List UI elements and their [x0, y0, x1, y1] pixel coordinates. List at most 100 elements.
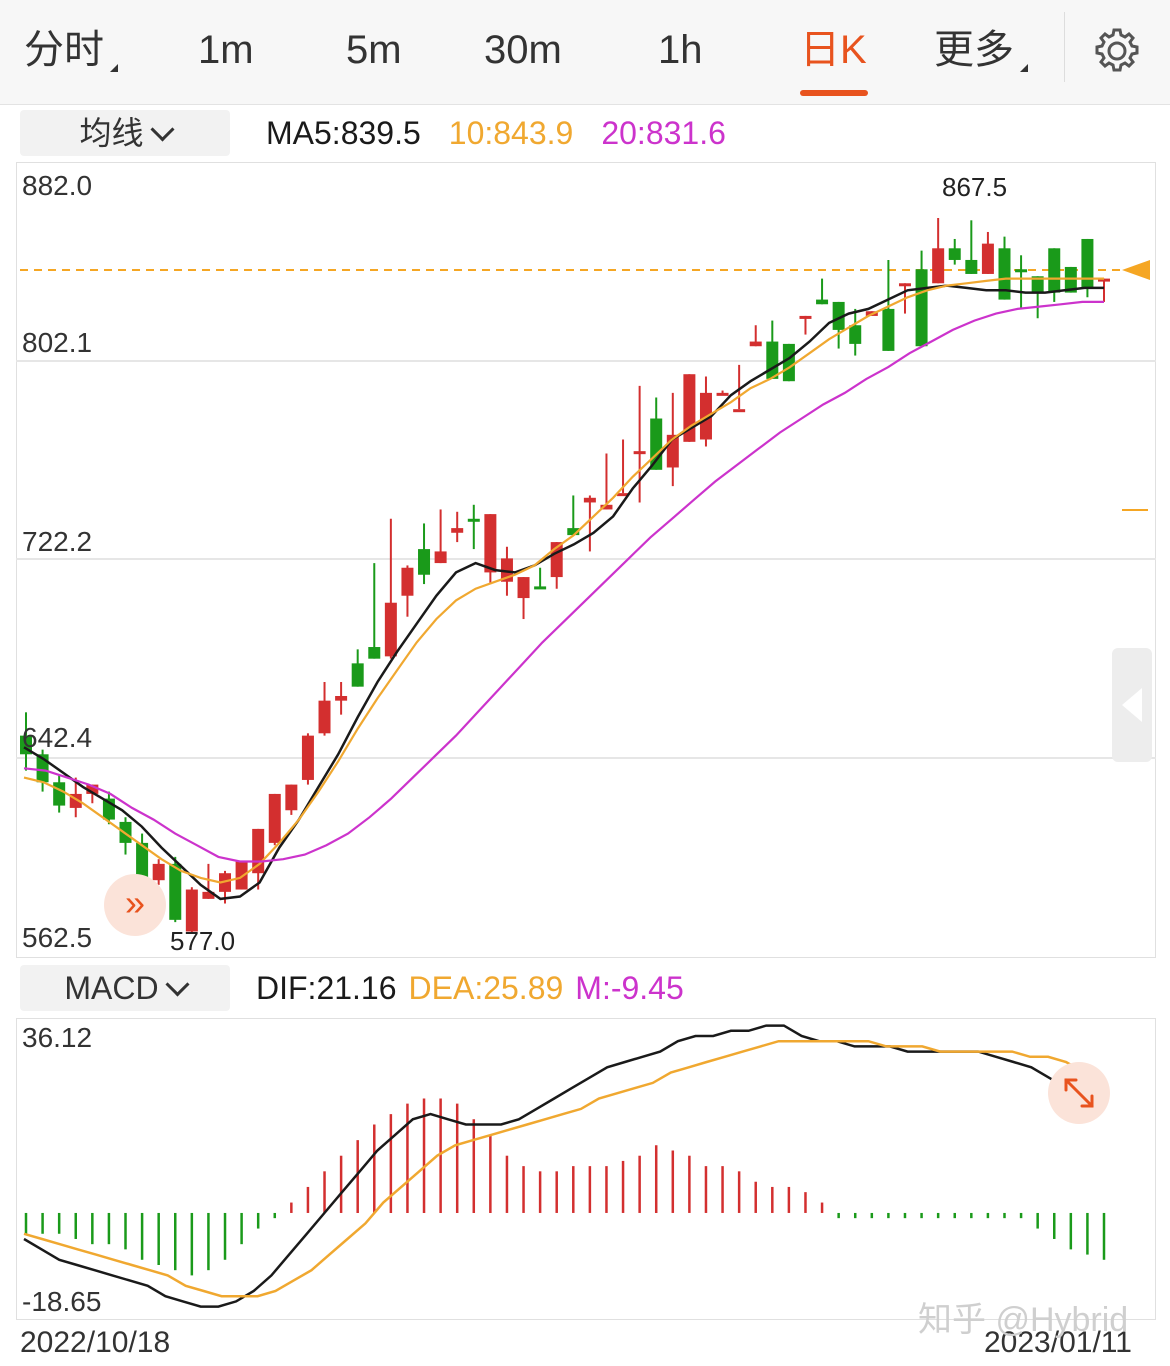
price-axis-label: 882.0: [22, 170, 93, 201]
ma-selector-label: 均线: [79, 115, 144, 151]
macd-m-value: M:-9.45: [575, 970, 684, 1006]
dropdown-caret-icon: [110, 64, 118, 72]
candle-body: [1015, 269, 1028, 273]
dropdown-caret-icon: [1020, 64, 1028, 72]
candle-body: [749, 341, 762, 347]
tab-timeshare[interactable]: 分时: [24, 22, 118, 78]
candle-body: [816, 299, 829, 305]
macd-axis-label: -18.65: [22, 1286, 102, 1317]
candle-body: [1064, 266, 1077, 293]
candle-body: [617, 493, 630, 497]
ma20-line: [23, 300, 1104, 863]
candle-body: [932, 248, 945, 284]
candle-body: [882, 308, 895, 351]
candle-body: [451, 528, 464, 533]
price-tick-mark: [1122, 509, 1148, 511]
dif-value: DIF:21.16: [256, 970, 397, 1006]
gear-icon[interactable]: [1092, 26, 1142, 76]
candle-body: [898, 283, 911, 287]
tab-daily-k[interactable]: 日K: [800, 28, 867, 72]
candle-body: [915, 269, 928, 347]
zoom-toggle-button[interactable]: [1048, 1062, 1110, 1124]
low-price-label: 577.0: [170, 926, 236, 956]
candle-body: [351, 663, 364, 687]
candle-body: [832, 301, 845, 330]
candle-body: [202, 891, 215, 899]
dif-line: [23, 1024, 1103, 1308]
high-price-label: 867.5: [942, 172, 1008, 202]
tab-30m[interactable]: 30m: [484, 28, 562, 72]
candle-body: [434, 551, 447, 564]
macd-panel[interactable]: [16, 1018, 1156, 1320]
candle-body: [799, 315, 812, 319]
resize-arrows-icon: [1064, 1078, 1094, 1108]
candle-body: [384, 602, 397, 657]
price-axis-label: 722.2: [22, 526, 93, 557]
macd-legend: DIF:21.16 DEA:25.89 M:-9.45: [256, 965, 712, 1011]
candle-body: [633, 451, 646, 455]
macd-axis-label: 36.12: [22, 1022, 93, 1053]
tab-more[interactable]: 更多: [934, 22, 1028, 78]
candle-body: [467, 518, 480, 522]
candle-body: [782, 343, 795, 382]
candle-body: [981, 243, 994, 274]
watermark: 知乎 @Hybrid: [918, 1301, 1129, 1339]
candle-body: [368, 647, 381, 659]
candle-body: [484, 514, 497, 573]
chevron-left-icon: [1122, 688, 1142, 722]
chevron-down-icon: [165, 972, 190, 997]
tab-5m[interactable]: 5m: [346, 28, 402, 72]
ma5-line: [23, 284, 1104, 901]
candle-body: [998, 248, 1011, 300]
candle-body: [517, 577, 530, 599]
price-axis-label: 802.1: [22, 327, 93, 358]
candle-body: [965, 259, 978, 274]
candle-body: [1098, 278, 1110, 282]
ma-indicator-selector[interactable]: 均线: [20, 110, 230, 156]
candle-body: [716, 392, 729, 396]
candle-body: [733, 409, 746, 413]
timeframe-tab-bar: 分时 1m 5m 30m 1h 日K 更多: [0, 0, 1170, 105]
candle-body: [301, 735, 314, 780]
candle-body: [335, 695, 348, 701]
candle-body: [86, 784, 99, 794]
price-axis-label: 562.5: [22, 922, 93, 953]
tab-1h[interactable]: 1h: [658, 28, 703, 72]
candle-body: [53, 782, 66, 806]
candle-body: [600, 504, 613, 510]
tab-timeshare-label: 分时: [24, 28, 104, 72]
expand-history-button[interactable]: »: [104, 874, 166, 936]
candle-body: [185, 889, 198, 932]
ma5-value: MA5:839.5: [266, 115, 421, 151]
divider: [1064, 12, 1065, 82]
candle-body: [318, 700, 331, 734]
side-panel-toggle[interactable]: [1112, 648, 1152, 762]
candle-body: [169, 863, 182, 920]
candle-body: [268, 793, 281, 843]
macd-selector-label: MACD: [64, 970, 159, 1006]
tab-1m[interactable]: 1m: [198, 28, 254, 72]
candle-body: [1081, 238, 1094, 288]
candle-body: [152, 863, 165, 881]
candle-body: [849, 325, 862, 344]
candle-body: [1048, 248, 1061, 293]
dea-value: DEA:25.89: [408, 970, 564, 1006]
candle-body: [948, 248, 961, 260]
end-date-label: 2023/01/11: [984, 1326, 1132, 1359]
candle-body: [1031, 276, 1044, 293]
candle-body: [567, 528, 580, 536]
ma10-value: 10:843.9: [448, 115, 574, 151]
active-tab-indicator: [800, 90, 868, 96]
candle-body: [583, 497, 596, 503]
current-price-marker-icon: [1122, 260, 1150, 280]
ma20-value: 20:831.6: [601, 115, 726, 151]
candle-body: [401, 567, 414, 596]
ma10-line: [23, 277, 1104, 884]
candle-body: [418, 549, 431, 575]
macd-indicator-selector[interactable]: MACD: [20, 965, 230, 1011]
candle-body: [285, 784, 298, 811]
price-axis-label: 642.4: [22, 722, 93, 753]
candle-body: [766, 341, 779, 379]
dea-line: [23, 1039, 1103, 1298]
